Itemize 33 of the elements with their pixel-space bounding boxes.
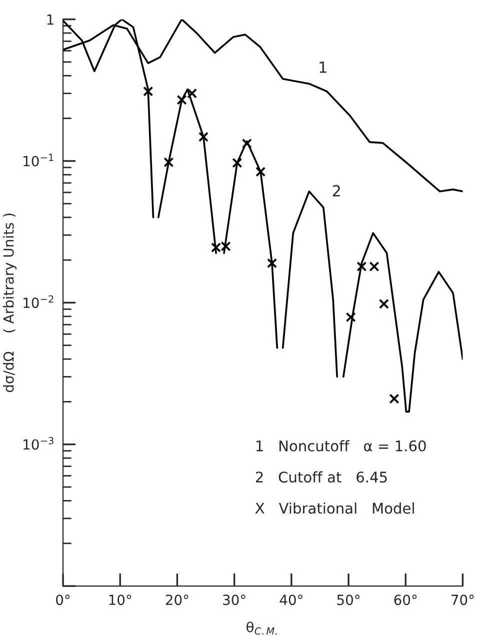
x-tick-label: 70°: [452, 594, 474, 606]
point: [356, 261, 367, 272]
x-tick-label: 10°: [109, 594, 132, 606]
x-tick-label: 40°: [280, 594, 302, 606]
point: [232, 158, 242, 168]
y-tick-label: 10$^{−2}$: [24, 295, 54, 308]
x-tick-label: 30°: [223, 594, 246, 606]
y-tick-label: 1: [47, 14, 54, 25]
point: [198, 132, 209, 142]
y-axis-title: dσ/dΩ ( Arbitrary Units ): [3, 214, 16, 392]
y-tick-label: 10$^{−3}$: [24, 437, 54, 450]
point: [369, 261, 380, 272]
point: [389, 394, 400, 404]
point: [378, 298, 389, 309]
point: [256, 166, 266, 177]
x-tick-label: 20°: [166, 594, 188, 606]
annotation: 1 Noncutoff α = 1.60: [256, 440, 426, 452]
x-tick-label: 60°: [394, 594, 417, 606]
point: [164, 157, 174, 168]
annotation: 2 Cutoff at 6.45: [256, 471, 387, 483]
series-label: 1: [320, 62, 326, 73]
point: [242, 138, 252, 148]
x-tick-label: 0°: [56, 594, 70, 606]
x-axis-title: θ$_{C.M.}$: [246, 622, 277, 635]
x-tick-label: 50°: [337, 594, 360, 606]
point: [176, 94, 187, 105]
point: [346, 312, 356, 322]
y-tick-label: 10$^{−1}$: [24, 154, 54, 166]
series-label: 2: [332, 185, 340, 196]
annotation: X Vibrational Model: [255, 502, 414, 514]
point: [266, 258, 278, 268]
point: [143, 86, 154, 96]
point: [187, 88, 198, 98]
